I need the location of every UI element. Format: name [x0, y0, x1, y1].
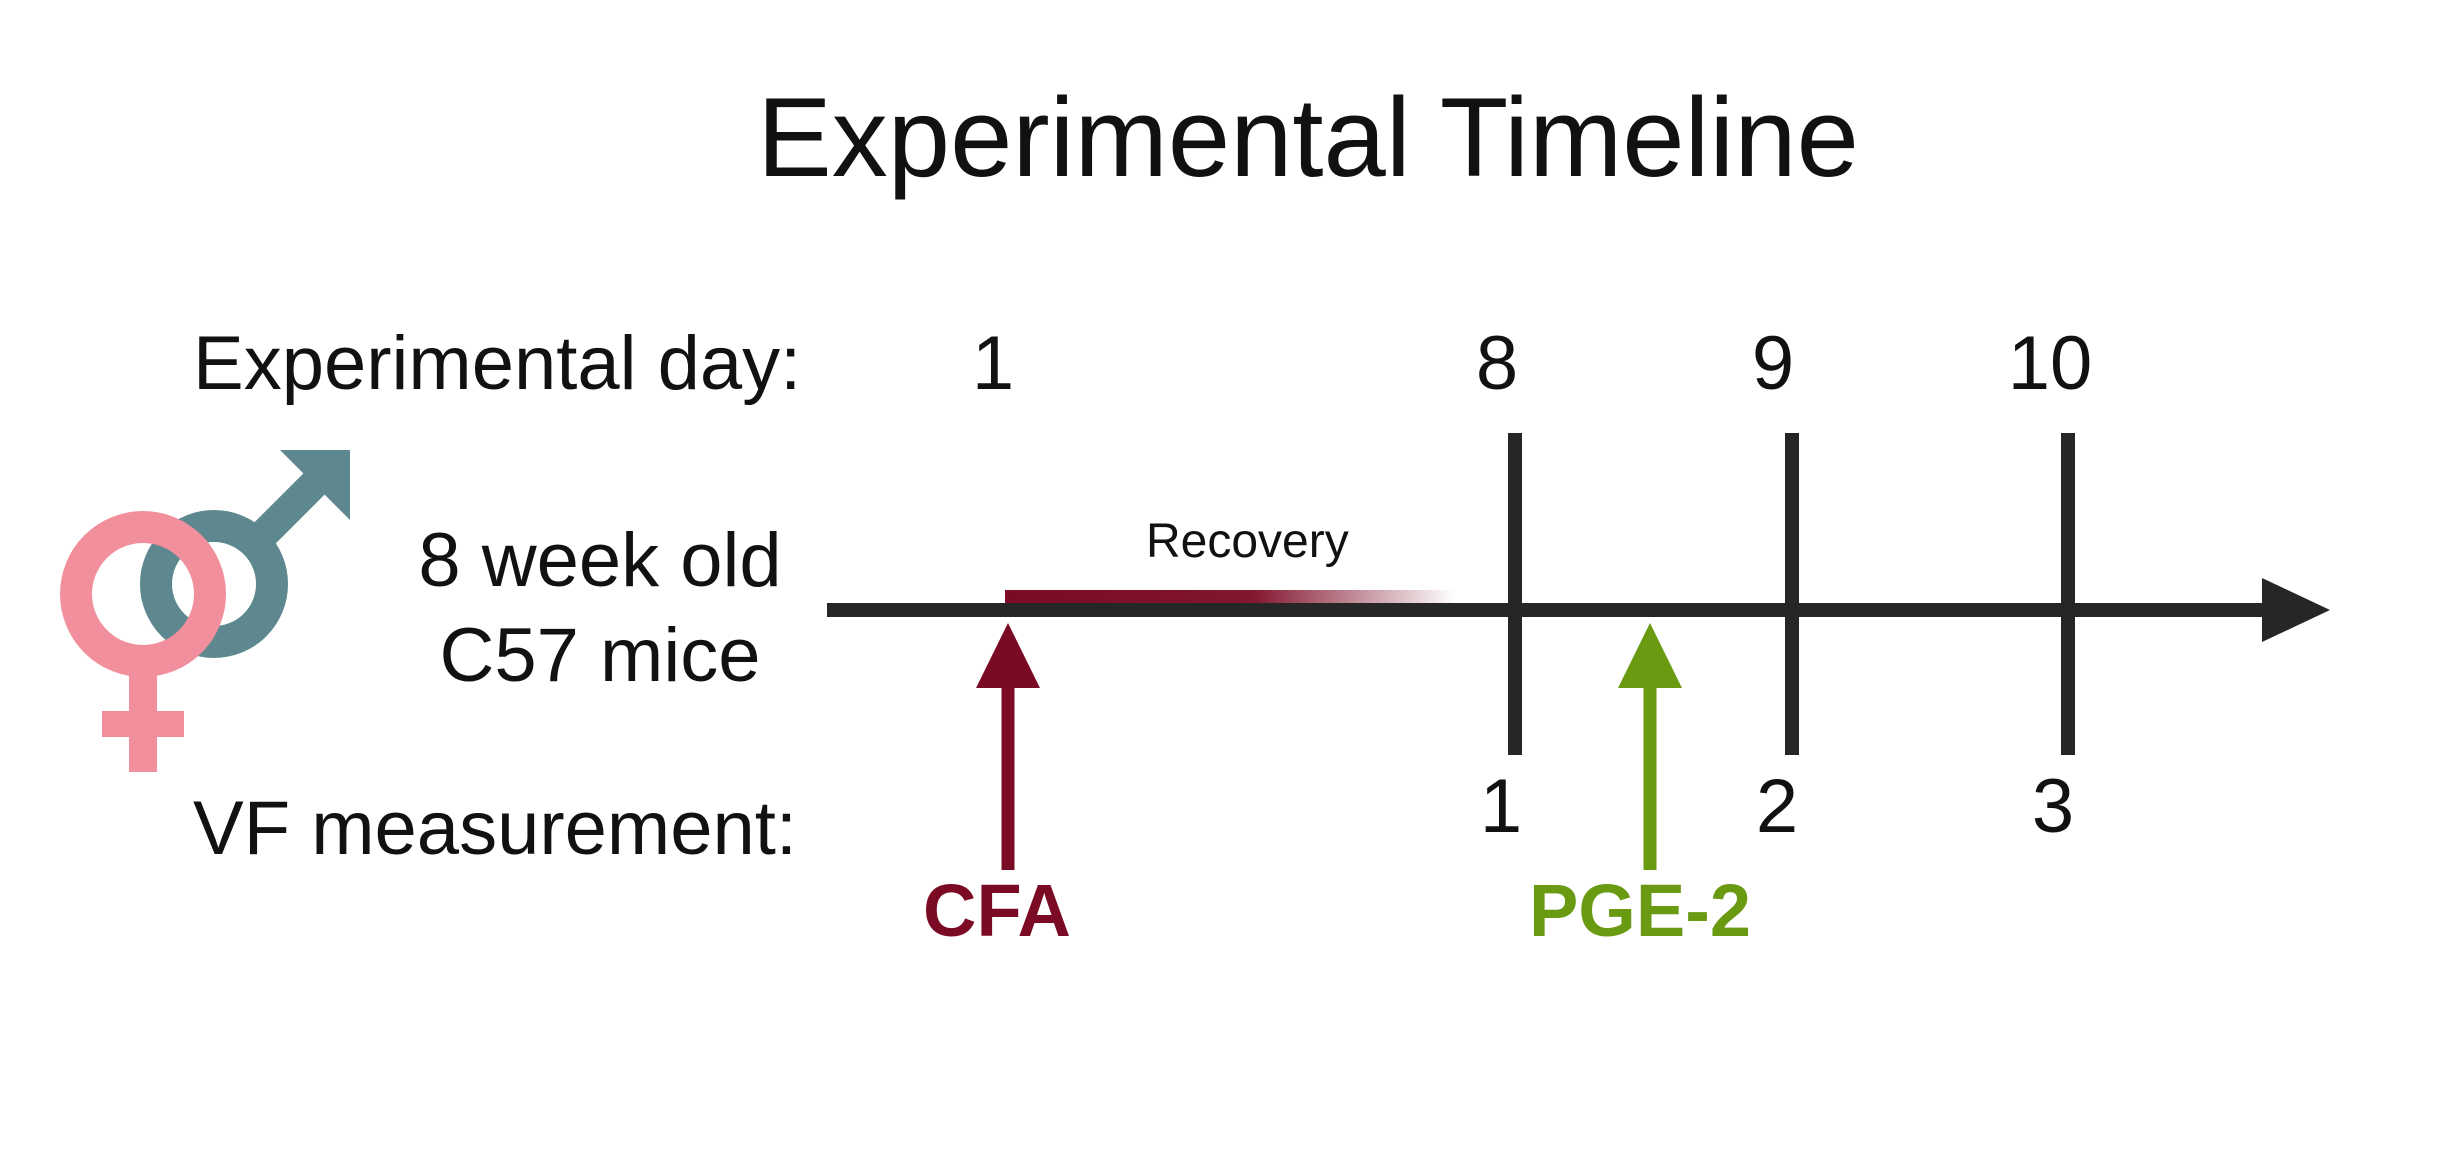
title-text: Experimental Timeline [757, 75, 1859, 200]
vf-measurement-number: 1 [1479, 764, 1523, 849]
recovery-label: Recovery [1146, 515, 1349, 568]
timeline-arrowhead [2262, 578, 2330, 642]
pge2-arrow [1618, 623, 1682, 870]
vf-measurement-label: VF measurement: [193, 786, 797, 871]
day-number: 9 [1751, 321, 1795, 406]
cfa-arrow [976, 623, 1040, 870]
subjects-line-1: 8 week old [418, 518, 782, 603]
diagram-title: Experimental Timeline [0, 82, 2456, 194]
male-symbol-icon [140, 450, 350, 658]
experimental-day-label: Experimental day: [193, 321, 802, 406]
vf-measurement-number: 3 [2031, 764, 2075, 849]
subjects-label: 8 week old C57 mice [370, 513, 830, 703]
pge2-label: PGE-2 [1528, 869, 1752, 952]
day-number: 10 [2007, 321, 2093, 406]
female-symbol-icon [60, 511, 226, 772]
day-number: 1 [971, 321, 1015, 406]
recovery-bar [1005, 590, 1455, 606]
subjects-line-2: C57 mice [439, 613, 761, 698]
cfa-label: CFA [923, 869, 1071, 952]
day-number: 8 [1475, 321, 1519, 406]
vf-measurement-number: 2 [1755, 764, 1799, 849]
